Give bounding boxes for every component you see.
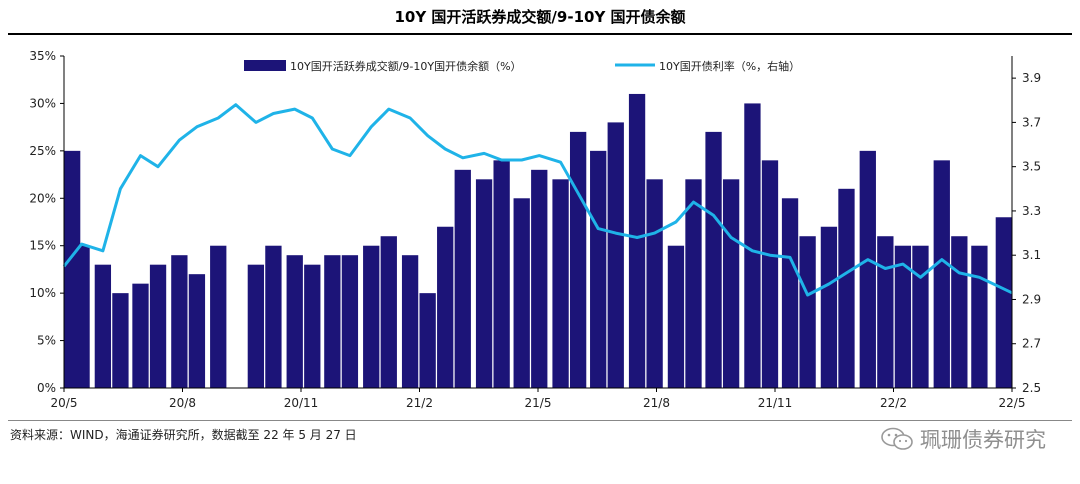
bar (304, 264, 321, 388)
bar (552, 179, 569, 388)
bar (112, 293, 129, 388)
bar (265, 245, 282, 388)
bar (531, 169, 548, 388)
page-title: 10Y 国开活跃券成交额/9-10Y 国开债余额 (394, 8, 686, 26)
left-tick-label: 20% (29, 191, 56, 205)
bar (820, 226, 838, 388)
bar-series (64, 93, 1012, 389)
bar (590, 150, 607, 388)
x-tick-label: 22/2 (880, 396, 907, 410)
legend: 10Y国开活跃券成交额/9-10Y国开债余额（%） 10Y国开债利率（%，右轴） (244, 59, 800, 73)
legend-bar-swatch (244, 60, 286, 71)
bar (437, 226, 454, 388)
bar (247, 264, 265, 388)
title-divider (8, 33, 1072, 35)
bar (210, 245, 227, 388)
right-tick-label: 3.5 (1022, 160, 1041, 174)
bar (646, 179, 663, 388)
bar (493, 160, 510, 388)
left-tick-label: 25% (29, 144, 56, 158)
watermark-text: 珮珊债券研究 (920, 428, 1046, 452)
bar (667, 245, 685, 388)
bar (781, 198, 799, 388)
bar (286, 255, 303, 388)
left-tick-label: 0% (37, 381, 56, 395)
x-tick-label: 20/5 (51, 396, 78, 410)
right-tick-labels: 2.5 2.7 2.9 3.1 3.3 3.5 3.7 3.9 (1012, 71, 1041, 395)
bar (705, 131, 722, 388)
bar (799, 236, 816, 388)
x-tick-label: 21/2 (406, 396, 433, 410)
right-tick-label: 3.7 (1022, 115, 1041, 129)
x-tick-label: 20/8 (169, 396, 196, 410)
bar (971, 245, 988, 388)
x-tick-label: 21/5 (525, 396, 552, 410)
legend-bar-label: 10Y国开活跃券成交额/9-10Y国开债余额（%） (290, 59, 522, 73)
bar (132, 283, 149, 388)
bar (933, 160, 950, 388)
right-tick-label: 2.5 (1022, 381, 1041, 395)
right-tick-label: 3.3 (1022, 204, 1041, 218)
left-tick-label: 5% (37, 334, 56, 348)
bar (73, 245, 90, 388)
bar (838, 188, 855, 388)
footer-divider (8, 420, 1072, 421)
bar (171, 255, 188, 388)
bar (454, 169, 471, 388)
bar (894, 245, 912, 388)
bar (685, 179, 702, 388)
rate-line (62, 103, 1013, 297)
bar (859, 150, 876, 388)
bar (722, 179, 740, 388)
bar (188, 274, 206, 388)
right-tick-label: 2.7 (1022, 337, 1041, 351)
bar (341, 255, 359, 388)
right-tick-label: 3.1 (1022, 248, 1041, 262)
bar (401, 255, 419, 388)
bar (569, 131, 587, 388)
bar (94, 264, 112, 388)
bar (912, 245, 929, 388)
x-tick-label: 22/5 (999, 396, 1026, 410)
bar (744, 103, 761, 388)
left-tick-label: 10% (29, 286, 56, 300)
bar (513, 198, 530, 388)
bar (363, 245, 380, 388)
wechat-icon (881, 427, 913, 450)
x-tick-labels: 20/5 20/8 20/11 21/2 21/5 21/8 21/11 22/2 22/5 (51, 388, 1026, 410)
left-tick-labels: 0% 5% 10% 15% 20% 25% 30% 35% (29, 49, 64, 395)
right-tick-label: 3.9 (1022, 71, 1041, 85)
bar (380, 236, 397, 388)
x-tick-label: 21/8 (643, 396, 670, 410)
bar (607, 122, 624, 389)
left-tick-label: 35% (29, 49, 56, 63)
bar (149, 264, 167, 388)
legend-line-label: 10Y国开债利率（%，右轴） (659, 59, 800, 73)
watermark: 珮珊债券研究 (880, 424, 1046, 454)
bar (324, 255, 341, 388)
bar (995, 217, 1012, 388)
bar (419, 293, 436, 388)
bar (761, 160, 779, 388)
left-tick-label: 15% (29, 239, 56, 253)
x-tick-label: 21/11 (758, 396, 793, 410)
source-note: 资料来源：WIND，海通证券研究所，数据截至 22 年 5 月 27 日 (10, 428, 357, 442)
left-tick-label: 30% (29, 96, 56, 110)
bar (877, 236, 894, 388)
bar (628, 93, 646, 388)
right-tick-label: 2.9 (1022, 292, 1041, 306)
bar (951, 236, 968, 388)
chart: 0% 5% 10% 15% 20% 25% 30% 35% 2.5 2.7 2.9 3.1 3.3 3.… (29, 49, 1041, 410)
bar (475, 179, 493, 388)
x-tick-label: 20/11 (284, 396, 319, 410)
